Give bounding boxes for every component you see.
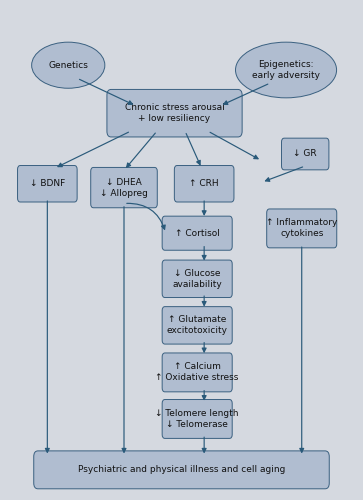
Text: Epigenetics:
early adversity: Epigenetics: early adversity [252,60,320,80]
Text: ↑ CRH: ↑ CRH [189,180,219,188]
FancyBboxPatch shape [91,168,157,208]
Ellipse shape [236,42,337,98]
Text: ↓ Telomere length
↓ Telomerase: ↓ Telomere length ↓ Telomerase [155,409,239,429]
Text: Chronic stress arousal
+ low resiliency: Chronic stress arousal + low resiliency [125,103,224,123]
Text: ↑ Calcium
↑ Oxidative stress: ↑ Calcium ↑ Oxidative stress [155,362,239,382]
Ellipse shape [32,42,105,88]
FancyBboxPatch shape [34,451,329,489]
Text: ↑ Inflammatory
cytokines: ↑ Inflammatory cytokines [266,218,338,238]
Text: Psychiatric and physical illness and cell aging: Psychiatric and physical illness and cel… [78,466,285,474]
FancyBboxPatch shape [267,209,337,248]
Text: ↓ Glucose
availability: ↓ Glucose availability [172,269,222,289]
FancyBboxPatch shape [162,260,232,298]
Text: Genetics: Genetics [48,60,88,70]
FancyBboxPatch shape [162,306,232,344]
FancyBboxPatch shape [162,216,232,250]
Text: ↑ Glutamate
excitotoxicity: ↑ Glutamate excitotoxicity [167,316,228,336]
FancyBboxPatch shape [174,166,234,202]
FancyBboxPatch shape [162,353,232,392]
FancyBboxPatch shape [282,138,329,170]
Text: ↓ DHEA
↓ Allopreg: ↓ DHEA ↓ Allopreg [100,178,148,198]
FancyBboxPatch shape [107,90,242,137]
Text: ↓ BDNF: ↓ BDNF [30,180,65,188]
Text: ↑ Cortisol: ↑ Cortisol [175,228,220,237]
Text: ↓ GR: ↓ GR [293,150,317,158]
FancyBboxPatch shape [17,166,77,202]
FancyBboxPatch shape [162,400,232,438]
